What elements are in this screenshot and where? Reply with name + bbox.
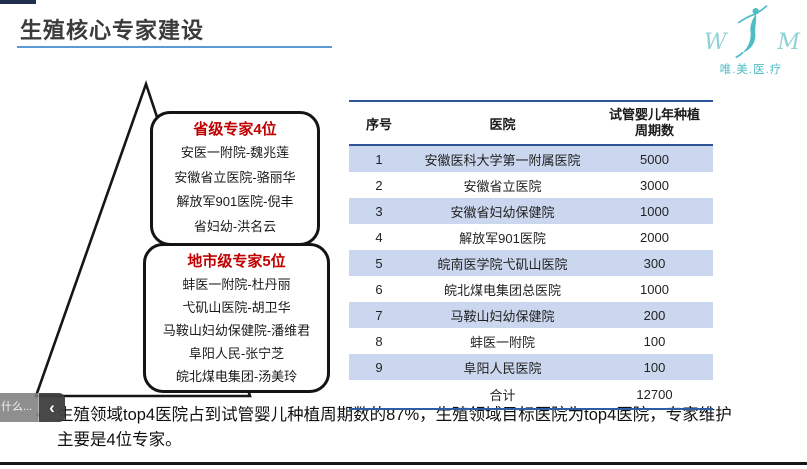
table-row: 8 蚌医一附院 100 [349,328,713,354]
logo-text: 唯.美.医.疗 [719,64,783,76]
header-index: 序号 [365,116,392,132]
header-cycles: 试管婴儿年种植周期数 [608,107,700,138]
provincial-experts-box: 省级专家4位 安医一附院-魏兆莲 安徽省立医院-骆丽华 解放军901医院-倪丰 … [150,111,320,246]
total-spacer-cell [349,380,409,409]
cell-hospital: 马鞍山妇幼保健院 [450,308,555,324]
logo-art: W M [698,4,804,60]
expert-list-item: 省妇幼-洪名云 [193,218,277,234]
cell-hospital: 阜阳人民医院 [463,360,542,376]
cell-index: 8 [375,333,383,349]
expert-list-item: 阜阳人民-张宁芝 [188,346,285,361]
cell-hospital: 安徽省妇幼保健院 [450,204,555,220]
cell-hospital: 安徽医科大学第一附属医院 [424,152,581,168]
title-underline [17,46,332,48]
provincial-experts-title: 省级专家4位 [193,121,277,138]
cell-cycles: 2000 [640,229,669,245]
expert-list-item: 安医一附院-魏兆莲 [180,145,290,160]
city-experts-list: 蚌医一附院-杜丹丽 弋矶山医院-胡卫华 马鞍山妇幼保健院-潘维君 阜阳人民-张宁… [146,273,327,388]
expert-list-item: 皖北煤电集团-汤美玲 [175,369,298,384]
cell-index: 7 [375,307,383,323]
cell-cycles: 100 [643,333,666,349]
city-experts-box: 地市级专家5位 蚌医一附院-杜丹丽 弋矶山医院-胡卫华 马鞍山妇幼保健院-潘维君… [143,243,330,393]
logo-monogram-w: W [704,30,727,55]
cell-hospital: 蚌医一附院 [469,334,535,350]
cell-cycles: 5000 [640,151,669,167]
cell-index: 4 [375,229,383,245]
cell-cycles: 3000 [640,177,669,193]
cell-index: 1 [375,151,383,167]
cell-hospital: 皖北煤电集团总医院 [443,282,561,298]
total-label: 合计 [489,387,516,403]
city-experts-title: 地市级专家5位 [187,253,286,270]
hospital-table: 序号 医院 试管婴儿年种植周期数 1 安徽医科大学第一附属医院 5000 2 安… [349,100,713,410]
cell-cycles: 1000 [640,281,669,297]
table-row: 5 皖南医学院弋矶山医院 300 [349,250,713,276]
table-row: 4 解放军901医院 2000 [349,224,713,250]
table-body: 1 安徽医科大学第一附属医院 5000 2 安徽省立医院 3000 3 安徽省妇… [349,145,713,380]
table-row: 1 安徽医科大学第一附属医院 5000 [349,145,713,172]
collapse-chevron-icon[interactable]: ‹ [39,393,65,422]
table-row: 3 安徽省妇幼保健院 1000 [349,198,713,224]
floating-toolbar: 什么... ‹ [0,393,65,422]
cell-index: 2 [375,177,383,193]
cell-index: 6 [375,281,383,297]
cell-index: 3 [375,203,383,219]
logo-monogram-m: M [777,30,800,55]
expert-list-item: 马鞍山妇幼保健院-潘维君 [162,323,311,338]
expert-list-item: 安徽省立医院-骆丽华 [174,169,296,185]
provincial-experts-list: 安医一附院-魏兆莲 安徽省立医院-骆丽华 解放军901医院-倪丰 省妇幼-洪名云 [153,141,317,239]
brand-logo: W M 唯.美.医.疗 [698,4,804,78]
cell-cycles: 200 [643,307,666,323]
cell-hospital: 安徽省立医院 [463,178,542,194]
note-text: 生殖领域top4医院占到试管婴儿种植周期数的87%，生殖领域目标医院为top4医… [57,406,732,449]
summary-note: • 生殖领域top4医院占到试管婴儿种植周期数的87%，生殖领域目标医院为top… [36,403,748,453]
slide-bottom-edge [0,462,807,465]
total-row: 合计 12700 [349,380,713,409]
page-title: 生殖核心专家建设 [20,18,205,43]
cell-cycles: 1000 [640,203,669,219]
window-edge-mark [0,0,36,4]
total-value: 12700 [636,386,673,402]
table-row: 6 皖北煤电集团总医院 1000 [349,276,713,302]
expert-list-item: 弋矶山医院-胡卫华 [182,300,291,315]
cell-hospital: 皖南医学院弋矶山医院 [437,256,568,272]
table-header-row: 序号 医院 试管婴儿年种植周期数 [349,101,713,145]
table-row: 7 马鞍山妇幼保健院 200 [349,302,713,328]
header-hospital: 医院 [489,116,516,132]
cell-index: 9 [375,359,383,375]
cell-index: 5 [375,255,383,271]
cell-cycles: 100 [643,359,666,375]
cell-cycles: 300 [643,255,666,271]
toolbar-label[interactable]: 什么... [0,393,39,422]
table-row: 9 阜阳人民医院 100 [349,354,713,380]
table-row: 2 安徽省立医院 3000 [349,172,713,198]
expert-list-item: 蚌医一附院-杜丹丽 [182,277,291,292]
dancer-logo-icon [735,5,768,58]
cell-hospital: 解放军901医院 [459,230,546,246]
expert-list-item: 解放军901医院-倪丰 [176,194,294,209]
